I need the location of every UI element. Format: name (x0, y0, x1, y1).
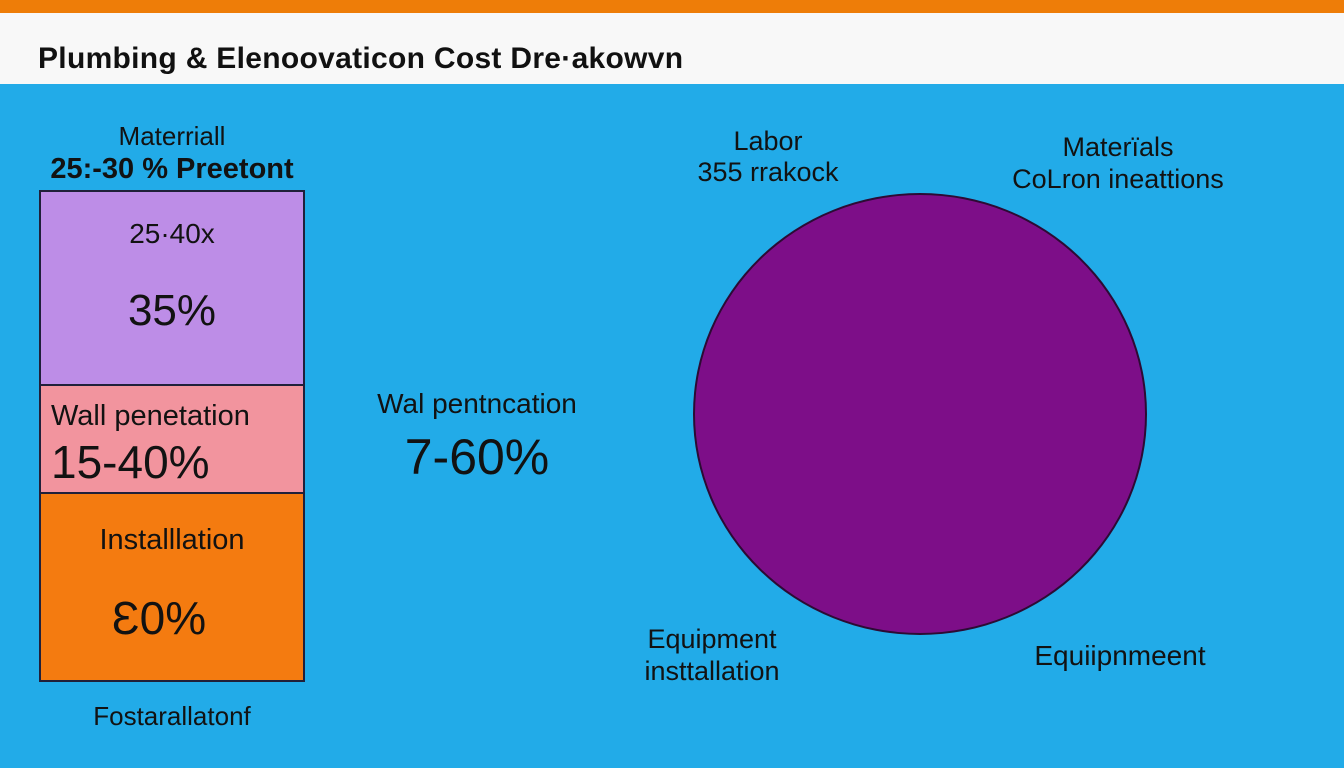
wall-penetration-callout-label: Wal pentncation (377, 388, 577, 419)
labor-label-line1: Labor (733, 126, 803, 156)
bar-caption-line2: 25:-30 % Preetont (50, 152, 294, 185)
bar-segment-installation: Installlation Ɛ0% (41, 494, 303, 680)
equipment-installation-label: Equipment insttallation (608, 623, 816, 688)
bar-caption-line1: Materriall (118, 121, 226, 151)
segment-wall-label: Wall penetation (51, 400, 250, 432)
bar-segment-material: 25·40x 35% (41, 192, 303, 384)
equipment-label-line2: insttallation (644, 656, 780, 687)
segment-material-label: 25·40x (129, 218, 215, 249)
bar-footer-label: Fostarallatonf (93, 701, 251, 731)
equipment-label-line1: Equipment (647, 624, 777, 654)
top-accent-bar (0, 0, 1344, 13)
labor-label: Labor 355 rrakock (668, 126, 868, 188)
segment-installation-value: Ɛ0% (111, 592, 207, 644)
materials-label-line2: CoLron ineattions (1012, 164, 1224, 195)
segment-material-value: 35% (127, 286, 217, 335)
materials-label: Materïals CoLron ineattions (963, 131, 1273, 196)
segment-wall-value: 15-40% (51, 436, 210, 488)
labor-label-line2: 355 rrakock (697, 156, 839, 187)
bar-caption: Materriall 25:-30 % Preetont (39, 121, 305, 186)
wall-penetration-callout-value: 7-60% (404, 429, 550, 485)
wall-penetration-callout: Wal pentncation 7-60% (352, 388, 602, 486)
bar-segment-wall-penetration: Wall penetation 15-40% (41, 384, 303, 494)
materials-label-line1: Materïals (1062, 132, 1174, 162)
segment-installation-label: Installlation (99, 524, 245, 556)
page-title: Plumbing & Elenoovaticon Cost Dre·akowvn (38, 42, 684, 75)
equipment-label-bottom-right: Equiipnmeent (1034, 640, 1206, 671)
stacked-bar-chart: 25·40x 35% Wall penetation 15-40% Instal… (39, 190, 305, 682)
pie-chart-circle (693, 193, 1147, 635)
header: Plumbing & Elenoovaticon Cost Dre·akowvn (0, 13, 1344, 84)
